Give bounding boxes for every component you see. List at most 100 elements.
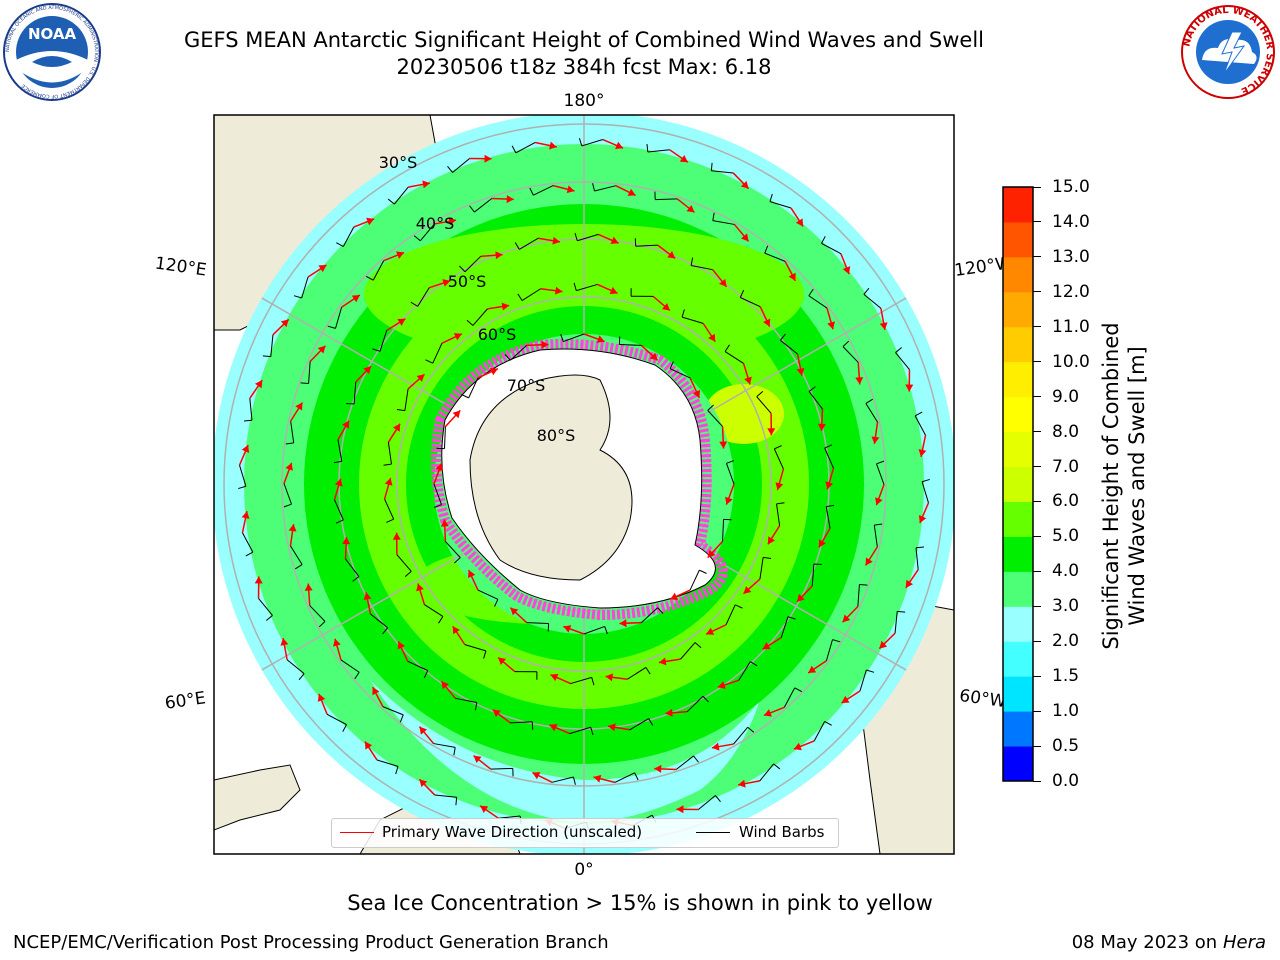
colorbar-tick: 0.0	[1052, 771, 1080, 791]
colorbar-segment-7	[1003, 501, 1033, 537]
wind-barb-36	[756, 391, 772, 414]
wind-barb-92	[873, 523, 883, 547]
colorbar-tick-mark	[1033, 675, 1041, 677]
wave-arrow-66	[711, 742, 734, 751]
colorbar-tick-mark	[1033, 745, 1041, 747]
wind-barb-18	[725, 604, 743, 626]
wind-barb-60	[779, 333, 798, 355]
wave-arrow-62	[825, 467, 835, 490]
wave-arrow-52	[386, 318, 406, 332]
wind-barb-90	[865, 398, 878, 423]
wind-barb-21	[570, 676, 595, 686]
wind-barb-124	[894, 610, 906, 634]
wave-arrow-100	[418, 778, 436, 796]
wind-barb-74	[309, 605, 326, 628]
wind-barb-112	[447, 158, 470, 173]
wave-arrow-15	[719, 426, 728, 449]
colorbar-tick-mark	[1033, 466, 1041, 468]
wind-barb-42	[629, 718, 654, 731]
wave-arrow-114	[602, 138, 624, 150]
wave-arrow-103	[280, 637, 289, 660]
wave-arrow-79	[341, 294, 361, 308]
wind-barb-57	[634, 238, 658, 247]
wind-barb-89	[842, 340, 859, 363]
wave-arrow-26	[383, 477, 393, 500]
colorbar-segment-6	[1003, 536, 1033, 572]
wave-arrow-84	[615, 185, 636, 197]
colorbar-tick-mark	[1033, 256, 1041, 258]
wind-barb-48	[345, 558, 360, 582]
colorbar-tick: 1.5	[1052, 666, 1080, 687]
nws-logo: NATIONAL WEATHER SERVICE	[1181, 5, 1275, 99]
wind-barb-13	[618, 336, 642, 346]
wave-arrow-110	[353, 217, 375, 228]
colorbar-tick: 11.0	[1052, 316, 1090, 337]
wind-barb-65	[783, 687, 803, 708]
wave-arrow-82	[491, 195, 514, 204]
wind-barb-118	[821, 236, 842, 255]
wave-arrow-31	[540, 286, 563, 295]
wind-barb-20	[627, 666, 651, 680]
wind-barb-82	[469, 198, 493, 213]
wind-barb-32	[573, 282, 598, 292]
wind-barb-87	[764, 245, 786, 262]
wind-barb-63	[825, 504, 835, 529]
wind-barb-96	[698, 795, 721, 810]
wave-arrow-4	[563, 625, 585, 635]
wave-arrow-77	[290, 402, 304, 422]
wind-barb-59	[739, 290, 761, 308]
colorbar-tick: 4.0	[1052, 561, 1080, 582]
wind-barb-88	[808, 288, 828, 309]
wind-barb-94	[813, 721, 832, 742]
colorbar-tick: 3.0	[1052, 596, 1080, 617]
wind-barb-4	[583, 625, 608, 635]
wave-arrow-95	[737, 779, 760, 788]
wave-arrow-44	[492, 708, 511, 724]
lat-label-70s: 70°S	[507, 376, 546, 395]
wave-arrow-108	[272, 318, 290, 336]
wind-barb-10	[461, 377, 479, 399]
wind-barb-66	[733, 726, 755, 745]
wave-arrow-119	[879, 308, 888, 331]
wind-barb-22	[514, 671, 538, 680]
wave-arrow-91	[875, 484, 885, 506]
wave-arrow-11	[526, 340, 549, 349]
wave-arrow-101	[364, 741, 378, 761]
wind-barb-77	[285, 421, 295, 445]
wind-barb-56	[574, 232, 599, 242]
wave-arrow-92	[864, 546, 878, 566]
lat-label-60s: 60°S	[478, 325, 517, 344]
wave-arrow-2	[669, 589, 691, 601]
wind-barb-8	[433, 483, 443, 508]
wind-barb-73	[340, 659, 360, 680]
antarctic-land	[469, 374, 633, 581]
wind-barb-37	[773, 445, 784, 470]
colorbar-tick-mark	[1033, 396, 1041, 398]
wind-barb-100	[434, 794, 458, 806]
wind-barb-70	[490, 767, 514, 777]
wind-barb-71	[433, 743, 456, 756]
wind-barb-51	[346, 382, 357, 405]
wave-arrow-54	[480, 251, 503, 260]
wind-barb-119	[863, 287, 882, 309]
wave-arrow-42	[607, 723, 630, 732]
sea-ice-caption: Sea Ice Concentration > 15% is shown in …	[347, 891, 933, 915]
wind-barb-9	[436, 426, 446, 450]
colorbar-segment-8	[1003, 466, 1033, 502]
wind-barb-84	[592, 183, 616, 192]
wave-arrow-28	[407, 373, 426, 390]
wind-barb-107	[243, 398, 253, 422]
colorbar-tick: 8.0	[1052, 421, 1080, 442]
wind-barb-30	[466, 308, 488, 326]
wind-barb-7	[445, 541, 461, 564]
wind-barb-35	[724, 344, 744, 364]
wave-arrow-115	[669, 149, 689, 163]
wave-arrow-7	[440, 519, 449, 542]
wave-arrow-58	[712, 269, 728, 288]
wave-arrow-17	[742, 578, 761, 595]
wave-arrow-22	[497, 656, 516, 673]
wave-arrow-59	[759, 306, 771, 327]
wind-barb-69	[552, 776, 576, 785]
noaa-logo-text: NOAA	[28, 25, 77, 43]
